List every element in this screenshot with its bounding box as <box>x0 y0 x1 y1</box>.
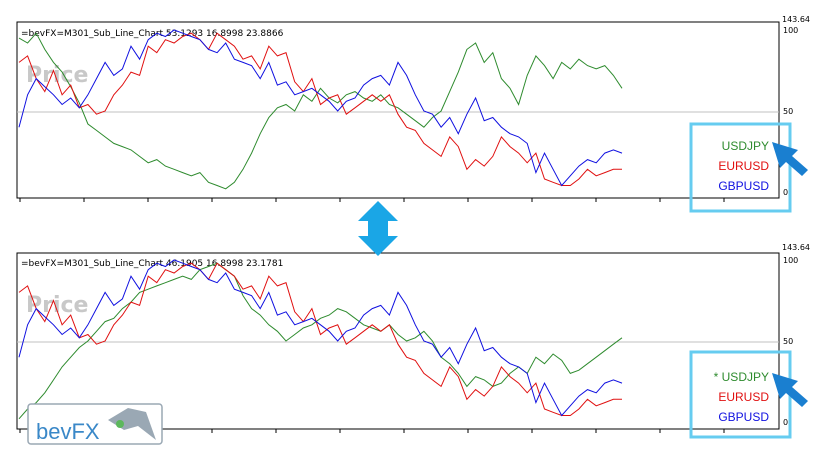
bottom-legend-usdjpy: * USDJPY <box>714 370 769 384</box>
top-series-line-usdjpy <box>18 32 623 190</box>
bottom-ytick-label-0: 0 <box>783 418 788 427</box>
bottom-legend-eurusd: EURUSD <box>718 390 769 404</box>
top-series-line-gbpusd <box>18 29 623 187</box>
bottom-legend-gbpusd: GBPUSD <box>718 410 769 424</box>
double-arrow-icon <box>358 201 398 256</box>
bottom-chart-panel: Price =bevFX=M301_Sub_Line_Chart 46.1905… <box>16 243 810 433</box>
bottom-plot-frame <box>16 252 780 430</box>
top-plot-frame <box>16 21 780 199</box>
top-pointer-arrow-icon <box>772 142 808 176</box>
bottom-ytick-label-50: 50 <box>783 337 793 346</box>
bottom-series-line-eurusd <box>18 262 622 416</box>
bottom-ytick-label-100: 100 <box>783 256 798 265</box>
logo-text: bevFX <box>36 419 100 444</box>
top-legend-usdjpy: USDJPY <box>722 139 769 153</box>
bottom-pointer-arrow-icon <box>772 373 808 407</box>
top-chart-panel: Price =bevFX=M301_Sub_Line_Chart 53.1293… <box>16 15 810 202</box>
logo-bird-icon <box>108 408 156 440</box>
top-legend-highlight <box>689 122 792 213</box>
top-legend-eurusd: EURUSD <box>718 159 769 173</box>
top-legend-gbpusd: GBPUSD <box>718 179 769 193</box>
bottom-y-top-tick: 143.64 <box>782 243 810 252</box>
top-ytick-label-50: 50 <box>783 107 793 116</box>
bottom-watermark: Price <box>26 293 88 318</box>
top-series-line-eurusd <box>18 32 622 186</box>
logo-dot-icon <box>116 420 124 428</box>
bottom-chart-title: =bevFX=M301_Sub_Line_Chart 46.1905 16.89… <box>21 259 283 269</box>
bevfx-logo: bevFX <box>27 403 163 445</box>
top-y-top-tick: 143.64 <box>782 15 810 24</box>
bottom-series-line-gbpusd <box>18 259 623 417</box>
top-ytick-label-0: 0 <box>783 188 788 197</box>
top-ytick-label-100: 100 <box>783 26 798 35</box>
top-chart-title: =bevFX=M301_Sub_Line_Chart 53.1293 16.89… <box>21 29 284 39</box>
